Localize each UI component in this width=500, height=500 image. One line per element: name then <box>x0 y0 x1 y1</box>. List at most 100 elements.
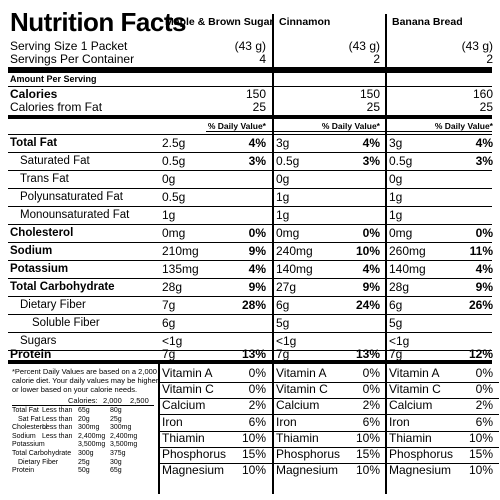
flavor-name: Maple & Brown Sugar <box>165 16 274 29</box>
dv-table-cell: 3,500mg <box>110 441 137 449</box>
row-rule <box>8 206 492 207</box>
amount-value: 0g <box>276 173 289 186</box>
vitamin-value: 2% <box>387 399 493 412</box>
calories-fat-label: Calories from Fat <box>10 101 102 114</box>
daily-value: 28% <box>160 299 266 312</box>
daily-value: 0% <box>274 227 380 240</box>
row-rule <box>8 278 492 279</box>
dv-header: % Daily Value* <box>387 121 493 131</box>
dv-table-cell: 375g <box>110 450 126 458</box>
vitamin-value: 0% <box>274 383 380 396</box>
dv-table-cell: 2,400mg <box>110 433 137 441</box>
dv-table-cell: 25g <box>110 416 122 424</box>
vitamin-value: 10% <box>387 464 493 477</box>
row-rule <box>8 188 492 189</box>
daily-value: 0% <box>387 227 493 240</box>
amount-value: 0.5g <box>162 191 185 204</box>
dv-table-cell: Less than <box>42 424 72 432</box>
daily-value: 26% <box>387 299 493 312</box>
dv-table-cell: Sat Fat <box>18 416 41 424</box>
row-rule <box>8 152 492 153</box>
vitamin-value: 15% <box>160 448 266 461</box>
nutrient-label: Total Fat <box>10 137 57 150</box>
dv-table-cell: Less than <box>42 433 72 441</box>
dv-table-cell: Dietary Fiber <box>18 459 58 467</box>
vitamin-value: 15% <box>387 448 493 461</box>
dv-table-cell: 20g <box>78 416 90 424</box>
page-title: Nutrition Facts <box>10 8 186 36</box>
nutrient-label: Soluble Fiber <box>32 317 100 330</box>
daily-value: 13% <box>160 348 266 361</box>
nutrient-label: Sodium <box>10 245 52 258</box>
thick-rule-mid <box>8 115 492 119</box>
amount-value: 1g <box>389 191 402 204</box>
dv-table-cell: Total Carbohydrate <box>12 450 71 458</box>
row-rule <box>8 134 492 135</box>
row-rule <box>8 260 492 261</box>
daily-value: 24% <box>274 299 380 312</box>
servings-value: 2 <box>274 53 380 66</box>
footnote-line: calorie diet. Your daily values may be h… <box>12 376 158 385</box>
calories-fat-value: 25 <box>274 101 380 114</box>
vitamin-value: 10% <box>160 464 266 477</box>
calories-fat-value: 25 <box>160 101 266 114</box>
dv-table-cell: 3,500mg <box>78 441 105 449</box>
dv-table-cell: 300mg <box>78 424 99 432</box>
vitamin-value: 10% <box>160 432 266 445</box>
footnote-line: or lower based on your calorie needs. <box>12 385 137 394</box>
vitamin-value: 15% <box>274 448 380 461</box>
nutrient-label: Cholesterol <box>10 227 73 240</box>
vitamin-value: 10% <box>274 432 380 445</box>
amount-value: 1g <box>162 209 175 222</box>
dv-table-cell: 30g <box>110 459 122 467</box>
calories-fat-value: 25 <box>387 101 493 114</box>
serving-size-value: (43 g) <box>160 40 266 53</box>
dv-table-cell: 65g <box>78 407 90 415</box>
daily-value: 12% <box>387 348 493 361</box>
row-rule <box>8 296 492 297</box>
daily-value: 13% <box>274 348 380 361</box>
amount-value: 5g <box>389 317 402 330</box>
servings-per-container-label: Servings Per Container <box>10 53 134 66</box>
dv-table-cell: 65g <box>110 467 122 475</box>
amount-value: 1g <box>276 209 289 222</box>
dv-table-cell: Less than <box>42 416 72 424</box>
dv-table-cell: Sodium <box>12 433 36 441</box>
amount-value: 0g <box>162 173 175 186</box>
dv-table-cell: 50g <box>78 467 90 475</box>
vitamin-value: 2% <box>160 399 266 412</box>
vitamin-value: 0% <box>160 367 266 380</box>
nutrient-label: Trans Fat <box>20 173 69 186</box>
nutrient-label: Monounsaturated Fat <box>20 209 129 222</box>
row-rule <box>8 224 492 225</box>
nutrient-label: Saturated Fat <box>20 155 90 168</box>
serving-size-value: (43 g) <box>387 40 493 53</box>
vitamin-value: 0% <box>160 383 266 396</box>
daily-value: 4% <box>387 263 493 276</box>
calories-value: 160 <box>387 88 493 101</box>
daily-value: 9% <box>274 281 380 294</box>
daily-value: 0% <box>160 227 266 240</box>
dv-table-cell: 300g <box>78 450 94 458</box>
dv-header: % Daily Value* <box>160 121 266 131</box>
amount-value: 0g <box>389 173 402 186</box>
dv-table-cell: Protein <box>12 467 34 475</box>
daily-value: 3% <box>160 155 266 168</box>
servings-value: 2 <box>387 53 493 66</box>
dv-table-cell: 300mg <box>110 424 131 432</box>
nutrient-label: Total Carbohydrate <box>10 281 115 294</box>
dv-header: % Daily Value* <box>274 121 380 131</box>
amount-value: 1g <box>276 191 289 204</box>
daily-value: 9% <box>160 281 266 294</box>
row-rule <box>8 242 492 243</box>
vitamin-value: 10% <box>274 464 380 477</box>
amount-value: 5g <box>276 317 289 330</box>
vitamin-value: 0% <box>387 383 493 396</box>
flavor-name: Banana Bread <box>392 16 463 29</box>
daily-value: 11% <box>387 245 493 258</box>
dv-table-cell: 25g <box>78 459 90 467</box>
vitamin-value: 6% <box>387 416 493 429</box>
vitamin-value: 10% <box>387 432 493 445</box>
serving-size-value: (43 g) <box>274 40 380 53</box>
daily-value: 4% <box>274 137 380 150</box>
